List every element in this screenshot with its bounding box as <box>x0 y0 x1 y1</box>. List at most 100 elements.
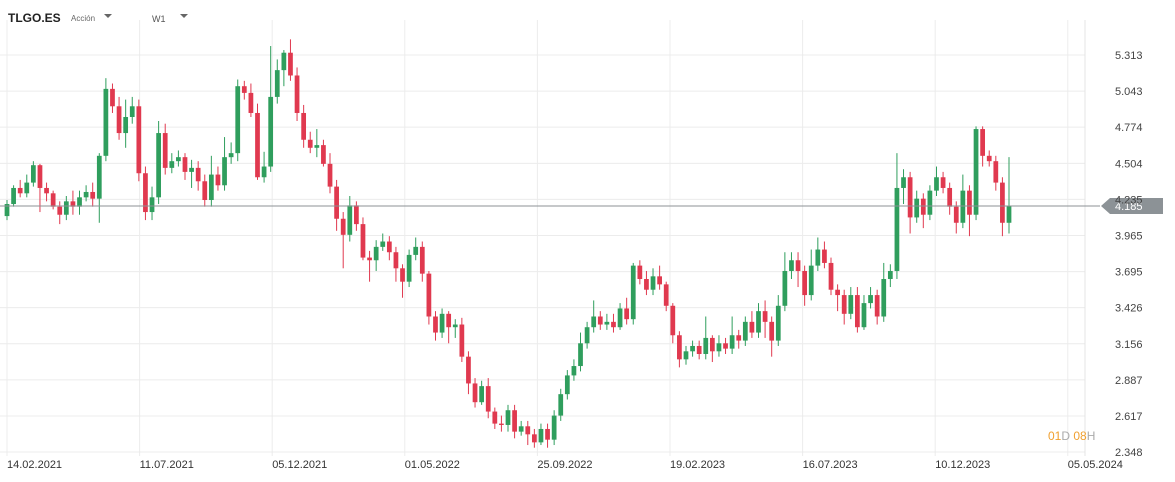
candle <box>723 337 728 354</box>
candle <box>611 313 616 333</box>
candle <box>57 201 63 225</box>
candle-body <box>340 218 346 235</box>
candle <box>887 264 893 288</box>
candle <box>525 420 531 446</box>
interval-selector[interactable]: W1 <box>152 14 166 24</box>
candle <box>637 260 643 285</box>
candle <box>255 103 260 180</box>
candle-body <box>17 187 23 194</box>
candle <box>756 303 761 338</box>
candle <box>222 137 227 191</box>
candle-body <box>789 260 794 271</box>
candle-body <box>571 366 577 376</box>
candle-body <box>914 198 920 218</box>
interval-dropdown-chevron-down-icon[interactable] <box>180 14 188 18</box>
symbol-label[interactable]: TLGO.ES <box>8 11 61 25</box>
candle-body <box>162 133 168 168</box>
candle-body <box>934 177 939 191</box>
candle <box>37 163 43 213</box>
candle-body <box>334 186 339 219</box>
candle-body <box>505 410 511 425</box>
candle <box>855 287 860 333</box>
candle-body <box>597 316 603 325</box>
candle <box>1006 157 1012 234</box>
candle-body <box>479 386 485 403</box>
candle-body <box>222 157 227 186</box>
candle-body <box>228 153 234 158</box>
candles <box>4 39 1012 448</box>
candle <box>472 378 478 408</box>
candle <box>195 161 201 191</box>
candle-body <box>835 289 840 296</box>
candle-body <box>110 88 115 107</box>
x-tick-label: 14.02.2021 <box>7 459 62 471</box>
candle <box>129 96 135 124</box>
candle-body <box>189 167 194 172</box>
y-tick-label: 3.965 <box>1115 230 1143 242</box>
candle-body <box>663 284 669 306</box>
candle-body <box>90 191 96 199</box>
candle-body <box>644 279 649 290</box>
candle <box>716 335 722 357</box>
x-tick-label: 25.09.2022 <box>537 459 592 471</box>
candle-body <box>439 313 445 333</box>
candle-body <box>736 335 742 341</box>
candle <box>604 313 610 330</box>
candle <box>775 295 781 346</box>
symbol-type-label: Acción <box>71 14 96 23</box>
y-tick-label: 4.235 <box>1115 194 1143 206</box>
candle <box>571 359 577 381</box>
candle <box>683 345 689 365</box>
candle-body <box>208 174 214 201</box>
candle <box>934 166 939 196</box>
candle <box>50 190 56 210</box>
countdown-days: 01 <box>1048 429 1062 443</box>
x-tick-label: 01.05.2022 <box>405 459 460 471</box>
candle <box>789 252 794 280</box>
candle <box>663 281 669 312</box>
candle-body <box>63 201 69 215</box>
candle <box>940 171 946 194</box>
candle-body <box>578 343 583 367</box>
candle-body <box>70 201 76 207</box>
candle <box>650 268 656 296</box>
x-tick-label: 16.07.2023 <box>803 459 858 471</box>
symbol-dropdown-chevron-down-icon[interactable] <box>104 14 112 18</box>
candle <box>446 311 452 344</box>
candle <box>749 311 755 338</box>
candle-body <box>103 88 109 156</box>
last-price-label: 4.185 <box>1115 201 1143 213</box>
candle-body <box>545 428 550 440</box>
candle <box>558 388 564 421</box>
candle <box>208 155 214 207</box>
candle-body <box>986 155 992 162</box>
candle-body <box>881 279 887 317</box>
candle-body <box>769 321 775 341</box>
candle-body <box>499 423 504 425</box>
candle <box>334 179 339 231</box>
candle <box>881 262 887 322</box>
candle <box>452 319 458 338</box>
candle <box>294 67 300 122</box>
candle <box>782 252 788 312</box>
candle-body <box>11 187 16 205</box>
candle <box>162 123 168 175</box>
candle <box>709 335 715 363</box>
y-tick-label: 2.348 <box>1115 447 1143 459</box>
candle-body <box>650 276 656 290</box>
candle-body <box>538 428 544 443</box>
candle-body <box>235 86 241 154</box>
candle <box>802 265 808 306</box>
candle-body <box>901 177 906 188</box>
candle <box>156 121 161 205</box>
candle-body <box>762 311 768 322</box>
candle <box>696 340 702 360</box>
candle <box>314 129 320 158</box>
x-tick-label: 10.12.2023 <box>935 459 990 471</box>
candle-body <box>176 157 181 162</box>
candle <box>551 410 557 446</box>
candle <box>578 332 583 372</box>
candle-body <box>947 187 953 207</box>
candle <box>485 378 491 419</box>
